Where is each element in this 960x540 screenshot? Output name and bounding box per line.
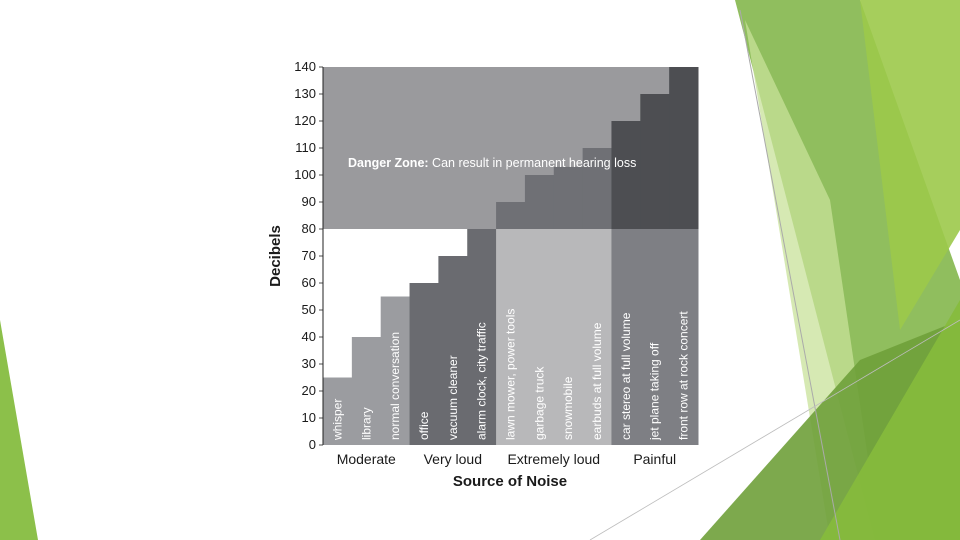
danger-zone-label: Danger Zone: Can result in permanent hea… [348,156,636,170]
bar [467,229,497,445]
y-tick-label: 130 [294,86,316,101]
y-tick-label: 20 [302,383,316,398]
bar-base [524,229,555,445]
bar-label: vacuum cleaner [446,355,460,440]
green-accent-shape [860,0,960,330]
bar [438,256,468,445]
x-axis-label: Source of Noise [453,473,567,490]
green-accent-shape [0,320,38,540]
bar-label: jet plane taking off [648,342,662,441]
bar [582,148,612,229]
bar-base [669,229,699,445]
bar-base [611,229,641,445]
bar [380,296,411,445]
y-tick-label: 120 [294,113,316,128]
y-tick-label: 0 [309,437,316,452]
bar-base [553,229,584,445]
bar [669,67,699,229]
green-accent-shape [820,300,960,540]
bar-base [582,229,612,445]
danger-zone-label-text: Can result in permanent hearing loss [429,156,637,170]
group-label: Very loud [424,451,482,467]
y-tick-label: 140 [294,59,316,74]
y-axis-label: Decibels [267,225,284,287]
bar-label: front row at rock concert [677,311,691,440]
bar [323,377,353,445]
y-tick-label: 80 [302,221,316,236]
y-tick-label: 90 [302,194,316,209]
category-labels: whisper library normal conversation office v… [330,309,690,441]
bar-label: garbage truck [532,366,546,440]
y-tick-label: 70 [302,248,316,263]
y-tick-label: 100 [294,167,316,182]
danger-zone-label-bold: Danger Zone: [348,156,429,170]
group-labels: Moderate Very loud Extremely loud Painful [337,451,676,467]
bar-base [496,229,526,445]
group-label: Moderate [337,451,396,467]
bar [524,175,555,229]
bar-label: office [417,411,431,440]
y-axis-ticks: 0 10 20 30 40 50 60 70 80 90 100 110 120 130 140 [294,59,324,452]
bar [496,202,526,229]
y-tick-label: 40 [302,329,316,344]
bar [553,166,584,229]
group-label: Painful [633,451,676,467]
bar [351,337,382,445]
plot-area [323,67,699,445]
bar [409,283,439,445]
decor-line [739,9,841,540]
y-tick-label: 60 [302,275,316,290]
y-tick-label: 30 [302,356,316,371]
bar-label: earbuds at full volume [590,322,604,440]
bar-label: whisper [330,399,344,441]
bar-base [640,229,670,445]
y-tick-label: 110 [295,140,316,155]
bar-label: lawn mower, power tools [504,309,518,440]
decor-line [589,319,960,540]
bar-label: normal conversation [388,332,402,440]
group-label: Extremely loud [507,451,600,467]
y-tick-label: 50 [302,302,316,317]
y-tick-label: 10 [302,410,316,425]
bar-label: alarm clock, city traffic [475,322,489,440]
bar [611,121,641,229]
bar-label: snowmobile [561,376,575,440]
bar-label: library [359,407,373,440]
bar [640,94,670,229]
bar-label: car stereo at full volume [619,312,633,440]
